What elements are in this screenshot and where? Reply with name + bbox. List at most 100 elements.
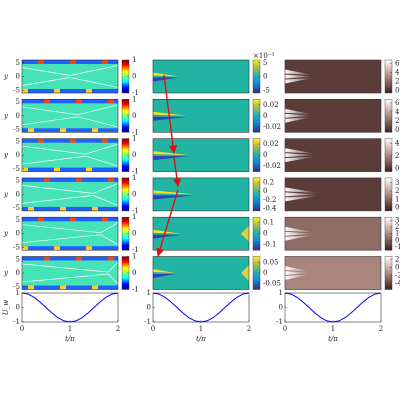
y-tick-label: -5: [13, 126, 20, 134]
wedge: [285, 148, 315, 154]
colorbar-tick-label: -1: [132, 286, 139, 294]
colorbar-tick-label: 5: [263, 59, 267, 67]
wedge: [285, 108, 311, 115]
edge-patch: [38, 138, 44, 143]
heatmap: [153, 138, 249, 172]
y-tick-label: 0: [147, 304, 151, 312]
colorbar-tick-label: 20: [395, 117, 400, 125]
colorbar-tick-label: -0.2: [263, 196, 277, 204]
colorbar-tick-label: 0.2: [263, 178, 274, 186]
edge-patch: [102, 138, 108, 143]
wedge: [153, 274, 175, 278]
edge-patch: [92, 206, 98, 211]
colorbar-tick-label: 1: [132, 95, 136, 103]
heatmap: [22, 99, 118, 133]
wedge: [285, 235, 313, 241]
frame: [284, 216, 382, 251]
frame: [284, 59, 382, 94]
heatmap: [285, 138, 381, 172]
colorbar-tick-label: -0.02: [263, 162, 281, 170]
colorbar-tick-label: -40: [395, 280, 400, 288]
wedge: [285, 78, 313, 84]
edge-patch: [92, 285, 98, 290]
y-tick-label: 1: [279, 289, 283, 297]
y-label: y: [3, 112, 9, 120]
heatmap-panel: 0.02 0 -0.02: [152, 138, 281, 172]
field: [22, 256, 118, 290]
colorbar-tick-label: 0: [395, 87, 399, 95]
y-tick-label: 5: [16, 137, 20, 145]
edge-band: [22, 128, 118, 133]
colorbar-tick-label: 0: [395, 164, 399, 172]
y-tick-label: 1: [16, 289, 20, 297]
colorbar-tick-label: 0: [263, 73, 267, 81]
colorbar-tick-label: 0.05: [263, 259, 279, 267]
edge-patch: [44, 256, 50, 261]
field: [22, 60, 118, 93]
wedge: [285, 195, 319, 202]
y-tick-label: 0: [16, 112, 20, 120]
wedge: [285, 117, 311, 123]
heatmap: [22, 217, 118, 251]
frame: [284, 256, 382, 290]
field: [153, 217, 249, 251]
heatmap-panel: 3020100: [284, 177, 400, 212]
edge-patch: [108, 99, 114, 104]
edge-band: [22, 206, 118, 211]
arrow: [156, 189, 179, 257]
heatmap-panel: 5 0 -5 y 1 0 -1: [3, 253, 139, 294]
colorbar-tick-label: 0: [263, 151, 267, 159]
contour: [22, 222, 118, 234]
edge-patch: [28, 206, 34, 211]
heatmap: [285, 60, 381, 93]
x-tick-label: 2: [379, 325, 383, 333]
y-tick-label: 0: [16, 190, 20, 198]
edge-patch: [60, 206, 66, 211]
heatmap-panel: 6040200: [284, 59, 400, 95]
heatmap: [285, 99, 381, 133]
edge-patch: [60, 128, 66, 133]
colorbar-tick-label: 1: [132, 135, 136, 143]
wedge: [285, 153, 315, 158]
frame: [152, 59, 250, 94]
colorbar-tick-label: 0: [132, 73, 136, 81]
wedge: [153, 195, 195, 200]
wedge: [153, 77, 179, 82]
colorbar: [384, 177, 393, 212]
edge-band: [22, 167, 118, 172]
colorbar-tick-label: -10: [395, 243, 400, 251]
contour: [22, 65, 118, 76]
edge-patch: [38, 60, 44, 64]
wedge: [285, 274, 309, 280]
y-tick-label: 5: [16, 98, 20, 106]
frame: [152, 99, 250, 133]
colorbar-tick-label: 0: [263, 269, 267, 277]
wedge: [153, 156, 189, 161]
wedge: [285, 192, 319, 197]
frame: [152, 177, 250, 212]
heatmap-panel: 5 0 -5 y 1 0 -1: [3, 213, 139, 254]
colorbar-tick-label: 1: [132, 174, 136, 182]
wedge: [153, 269, 175, 273]
colorbar-tick-label: 20: [395, 256, 400, 264]
heatmap: [22, 60, 118, 93]
heatmap-panel: 0.02 0 -0.02: [152, 99, 281, 133]
heatmap-panel: 40 20 0: [284, 138, 400, 172]
edge-patch: [76, 256, 82, 261]
y-tick-label: 5: [16, 177, 20, 185]
heatmap-panel: 5 0 -5 y 1 0 -1: [3, 174, 139, 215]
edge-patch: [86, 89, 92, 93]
heatmap-panel: 5 0 -5 y 1 0 -1: [3, 135, 139, 176]
edge-band: [22, 89, 118, 93]
colorbar-tick-label: 20: [395, 187, 400, 195]
y-tick-label: -5: [13, 165, 20, 173]
heatmap-panel: 6040200: [284, 99, 400, 134]
edge-patch: [54, 89, 60, 93]
colorbar-tick-label: 0: [395, 126, 399, 134]
wedge: [241, 265, 249, 281]
heatmap-panel: 5 0 -5 y 1 0 -1: [3, 95, 139, 136]
colorbar-tick-label: 30: [395, 179, 400, 187]
edge-patch: [44, 177, 50, 182]
arrow: [172, 156, 182, 187]
edge-patch: [38, 217, 44, 222]
